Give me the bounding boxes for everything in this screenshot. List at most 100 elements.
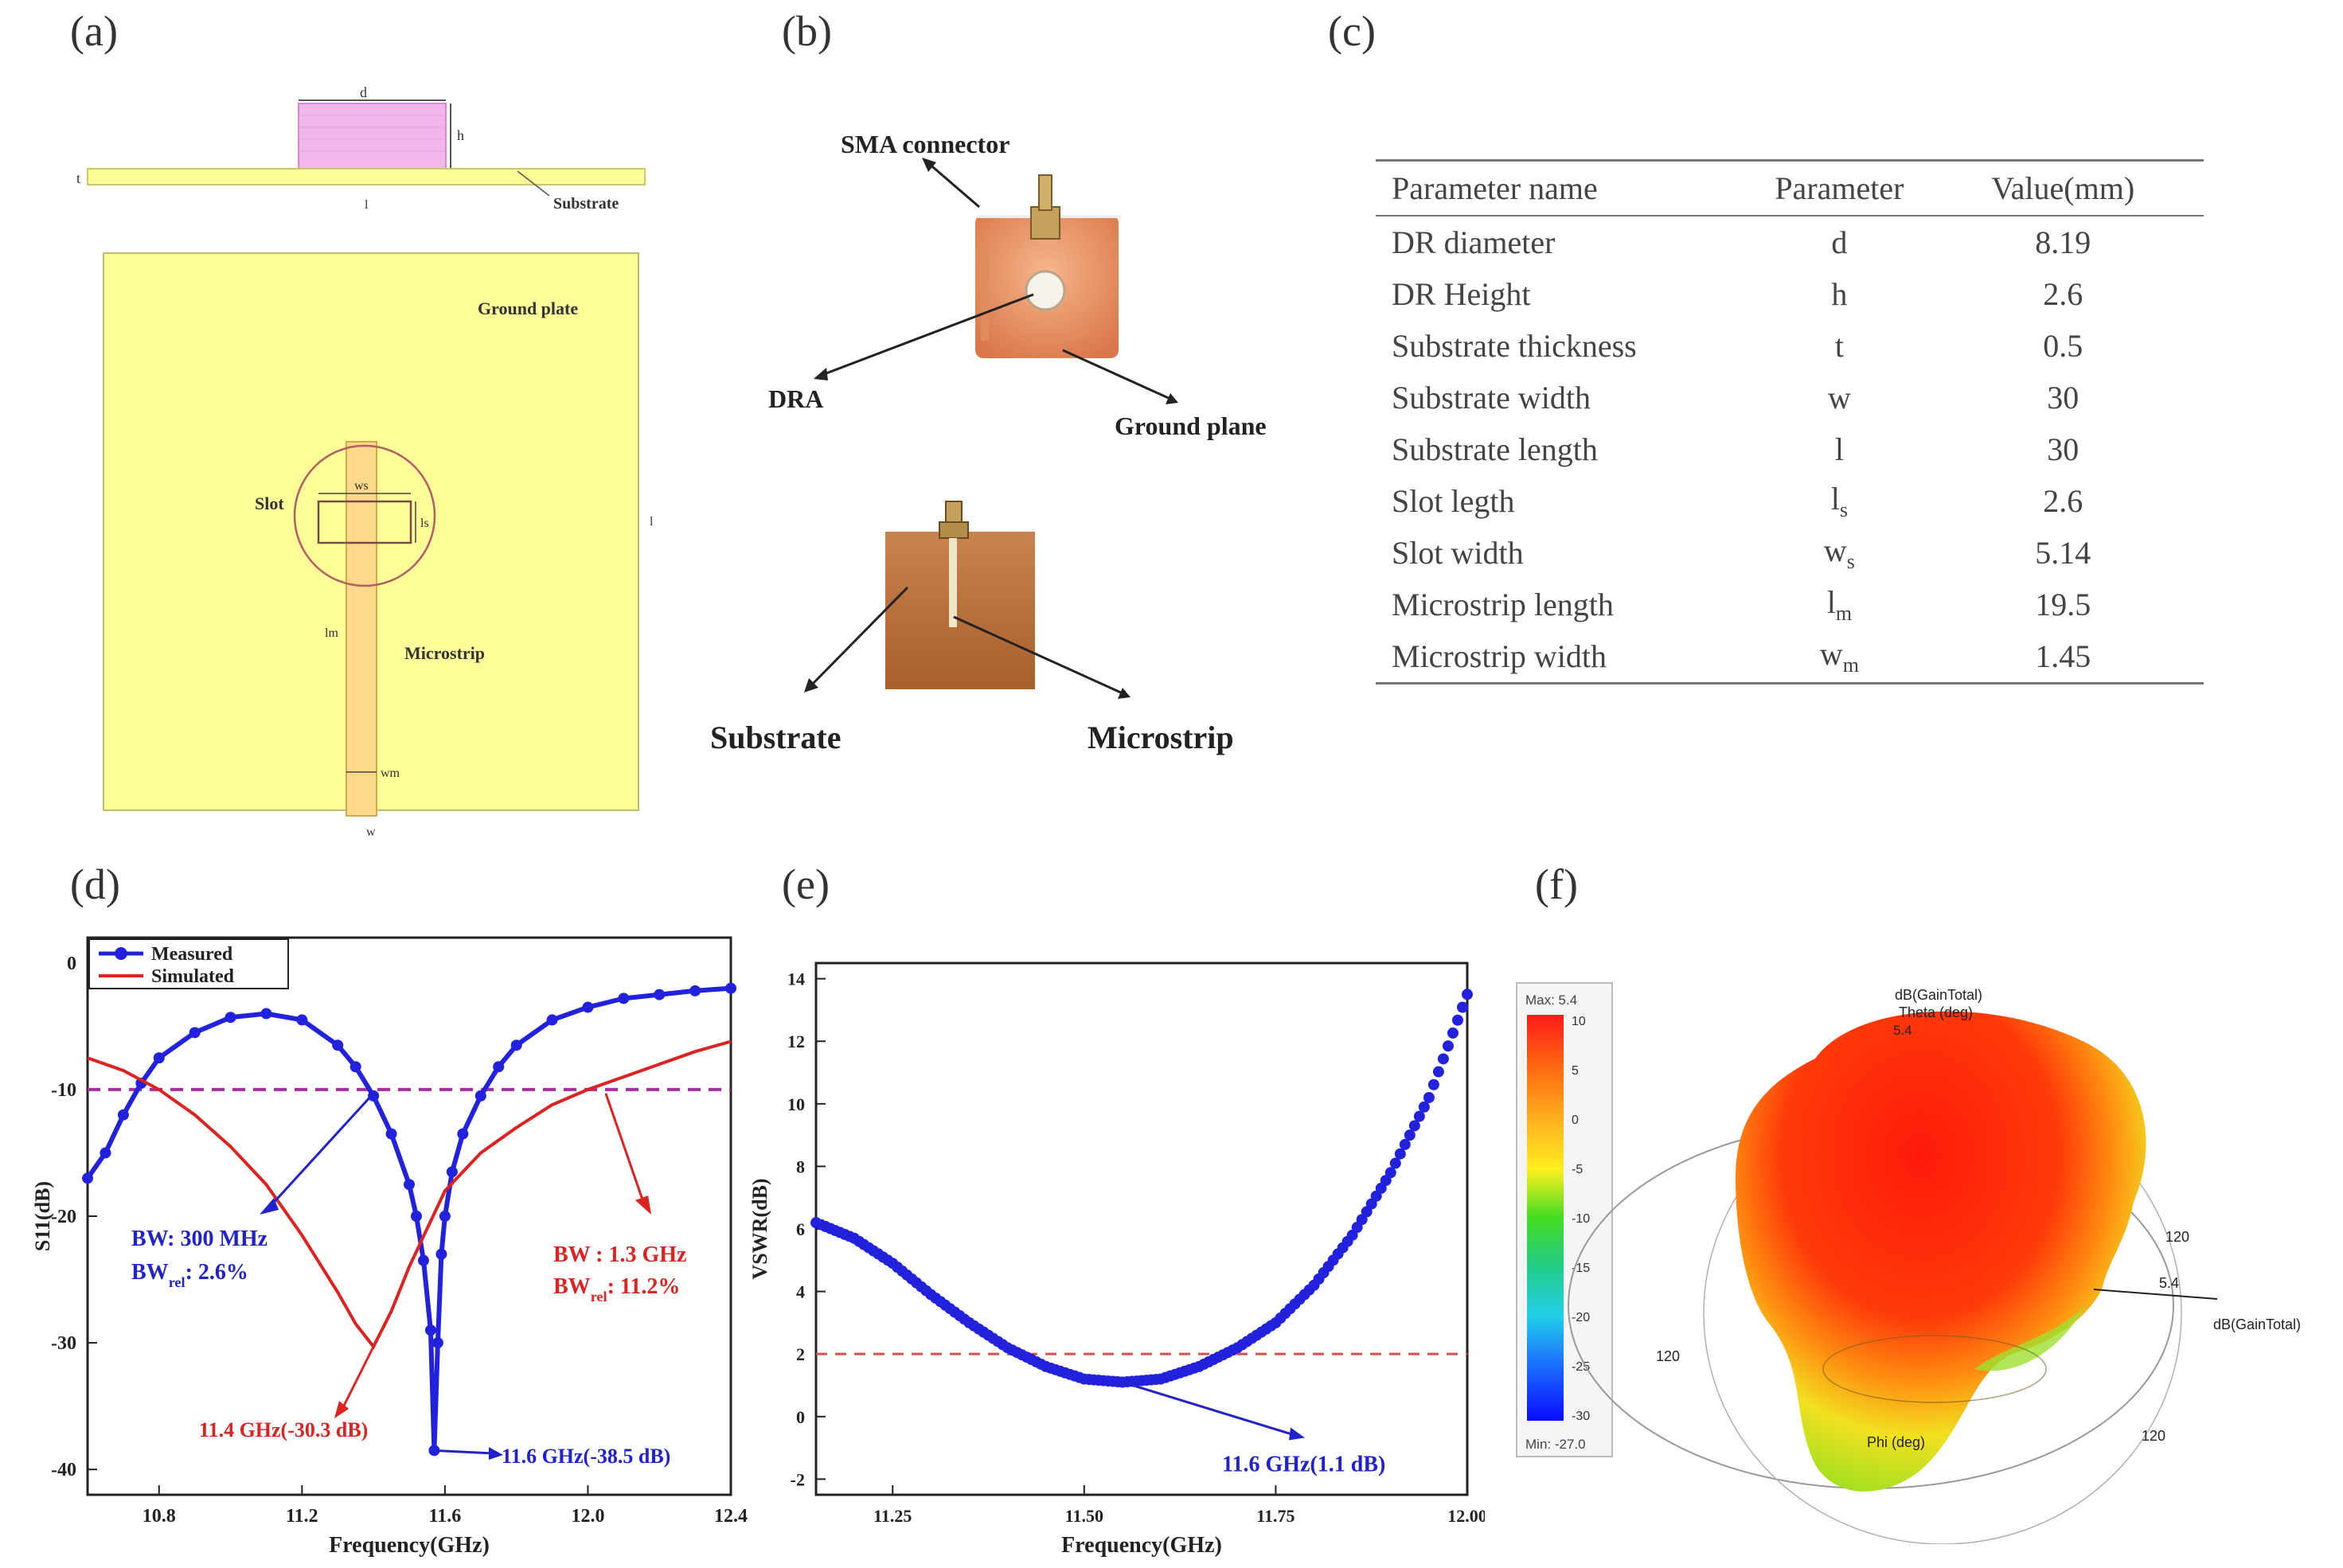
y-tick-label: 8 bbox=[796, 1156, 805, 1176]
data-point bbox=[446, 1166, 458, 1178]
data-point bbox=[349, 1061, 361, 1073]
y-tick-label: -20 bbox=[51, 1207, 76, 1227]
panel-label-d: (d) bbox=[70, 860, 120, 908]
s11-chart: 10.8 11.2 11.6 12.0 12.4 0 -10 -20 -30 -40 Measure… bbox=[32, 936, 748, 1558]
data-point bbox=[1413, 1110, 1425, 1122]
x-tick-label: 11.6 bbox=[429, 1506, 462, 1527]
param-symbol-main: h bbox=[1831, 276, 1848, 312]
y-tick-label: 4 bbox=[796, 1282, 805, 1302]
x-tick-label: 12.0 bbox=[571, 1506, 604, 1527]
table-header: Value(mm) bbox=[1922, 159, 2204, 216]
scale-tick-label: -10 bbox=[1572, 1212, 1590, 1226]
data-point bbox=[410, 1211, 422, 1222]
y-axis-label: VSWR(dB) bbox=[748, 1178, 771, 1279]
table-row: Slot width ws 5.14 bbox=[1376, 527, 2204, 579]
data-point bbox=[546, 1014, 558, 1026]
data-point bbox=[368, 1090, 380, 1102]
param-symbol: w bbox=[1756, 372, 1922, 423]
panel-label-b: (b) bbox=[782, 7, 832, 55]
param-symbol-main: l bbox=[1826, 584, 1836, 620]
label-sma-connector: SMA connector bbox=[841, 130, 1009, 158]
param-value: 0.5 bbox=[2043, 328, 2083, 364]
data-point bbox=[493, 1061, 505, 1073]
color-scale-bar bbox=[1527, 1015, 1564, 1421]
param-name: Substrate thickness bbox=[1392, 328, 1637, 364]
param-value: 8.19 bbox=[2035, 224, 2091, 260]
data-point bbox=[1447, 1027, 1459, 1039]
param-symbol-main: l bbox=[1830, 481, 1840, 517]
microstrip-feed bbox=[346, 441, 377, 817]
y-tick-label: 2 bbox=[796, 1344, 805, 1364]
param-value: 30 bbox=[2047, 431, 2079, 467]
data-point bbox=[1456, 1001, 1468, 1013]
data-point bbox=[1437, 1053, 1449, 1065]
dr-side-view bbox=[298, 103, 447, 170]
table-row: Microstrip width wm 1.45 bbox=[1376, 630, 2204, 685]
slot-outline bbox=[317, 500, 412, 544]
bw-measured-rel-part: rel bbox=[169, 1274, 185, 1290]
param-symbol-main: d bbox=[1831, 224, 1848, 260]
substrate-side-view bbox=[87, 168, 646, 185]
annotation-simulated-min: 11.4 GHz(-30.3 dB) bbox=[199, 1418, 368, 1441]
bw-measured-rel-part: : 2.6% bbox=[185, 1260, 248, 1285]
microstrip-photo bbox=[949, 538, 957, 627]
y-tick-label: 12 bbox=[787, 1032, 805, 1051]
y-tick-label: -40 bbox=[51, 1460, 76, 1480]
bw-simulated-rel-part: BW bbox=[553, 1274, 591, 1299]
data-point bbox=[1384, 1167, 1396, 1179]
dr-outline-top bbox=[293, 444, 436, 587]
y-axis-label: S11(dB) bbox=[32, 1181, 54, 1251]
param-name: Substrate length bbox=[1392, 431, 1598, 467]
legend-max: Max: 5.4 bbox=[1525, 993, 1577, 1008]
substrate-photo bbox=[885, 532, 1035, 689]
table-row: Substrate thickness t 0.5 bbox=[1376, 320, 2204, 372]
table-row: Substrate length l 30 bbox=[1376, 423, 2204, 475]
arrow-sim-min bbox=[341, 1346, 375, 1410]
y-tick-label: 14 bbox=[787, 969, 805, 989]
label-w: w bbox=[366, 825, 376, 839]
label-l-side: l bbox=[365, 198, 369, 212]
plot-frame bbox=[814, 961, 1469, 1496]
param-value: 30 bbox=[2047, 380, 2079, 415]
y-tick-label: -10 bbox=[51, 1080, 76, 1101]
param-symbol-sub: m bbox=[1835, 602, 1853, 625]
data-point bbox=[510, 1039, 522, 1051]
data-point bbox=[1432, 1066, 1444, 1078]
data-point bbox=[1408, 1120, 1420, 1132]
param-symbol: d bbox=[1756, 216, 1922, 268]
x-tick-label: 11.2 bbox=[286, 1506, 318, 1527]
label-gain-top: dB(GainTotal) bbox=[1895, 987, 1982, 1003]
data-point bbox=[296, 1014, 308, 1026]
data-point bbox=[1399, 1138, 1411, 1150]
label-theta: Theta (deg) bbox=[1899, 1004, 1973, 1020]
param-value: 2.6 bbox=[2043, 483, 2083, 519]
panel-label-c: (c) bbox=[1328, 7, 1376, 55]
table-row: Microstrip length lm 19.5 bbox=[1376, 579, 2204, 630]
label-ws: ws bbox=[354, 479, 369, 493]
x-tick-label: 11.75 bbox=[1256, 1506, 1295, 1526]
param-symbol-sub: s bbox=[1839, 498, 1849, 521]
data-point bbox=[1418, 1101, 1430, 1113]
param-value: 1.45 bbox=[1922, 630, 2204, 685]
x-tick-label: 12.00 bbox=[1447, 1506, 1485, 1526]
dra-photo bbox=[1025, 270, 1066, 311]
scale-tick-label: 5 bbox=[1572, 1064, 1579, 1078]
parameter-table: Parameter name Parameter Value(mm) DR di… bbox=[1376, 159, 2204, 685]
param-symbol: l bbox=[1756, 423, 1922, 475]
param-symbol-main: w bbox=[1819, 636, 1843, 672]
label-substrate-photo: Substrate bbox=[710, 720, 841, 755]
data-point bbox=[725, 982, 736, 994]
y-tick-label: 0 bbox=[67, 954, 76, 974]
legend-min: Min: -27.0 bbox=[1525, 1437, 1586, 1452]
bw-simulated-rel-part: rel bbox=[591, 1289, 607, 1305]
arrow-bw-simulated bbox=[604, 1093, 645, 1203]
param-symbol: ls bbox=[1756, 475, 1922, 527]
panel-label-f: (f) bbox=[1535, 860, 1578, 908]
data-point bbox=[417, 1254, 429, 1266]
data-point bbox=[82, 1172, 93, 1184]
param-name: DR Height bbox=[1392, 276, 1531, 312]
param-symbol: t bbox=[1756, 320, 1922, 372]
tick-120: 120 bbox=[1656, 1348, 1680, 1364]
